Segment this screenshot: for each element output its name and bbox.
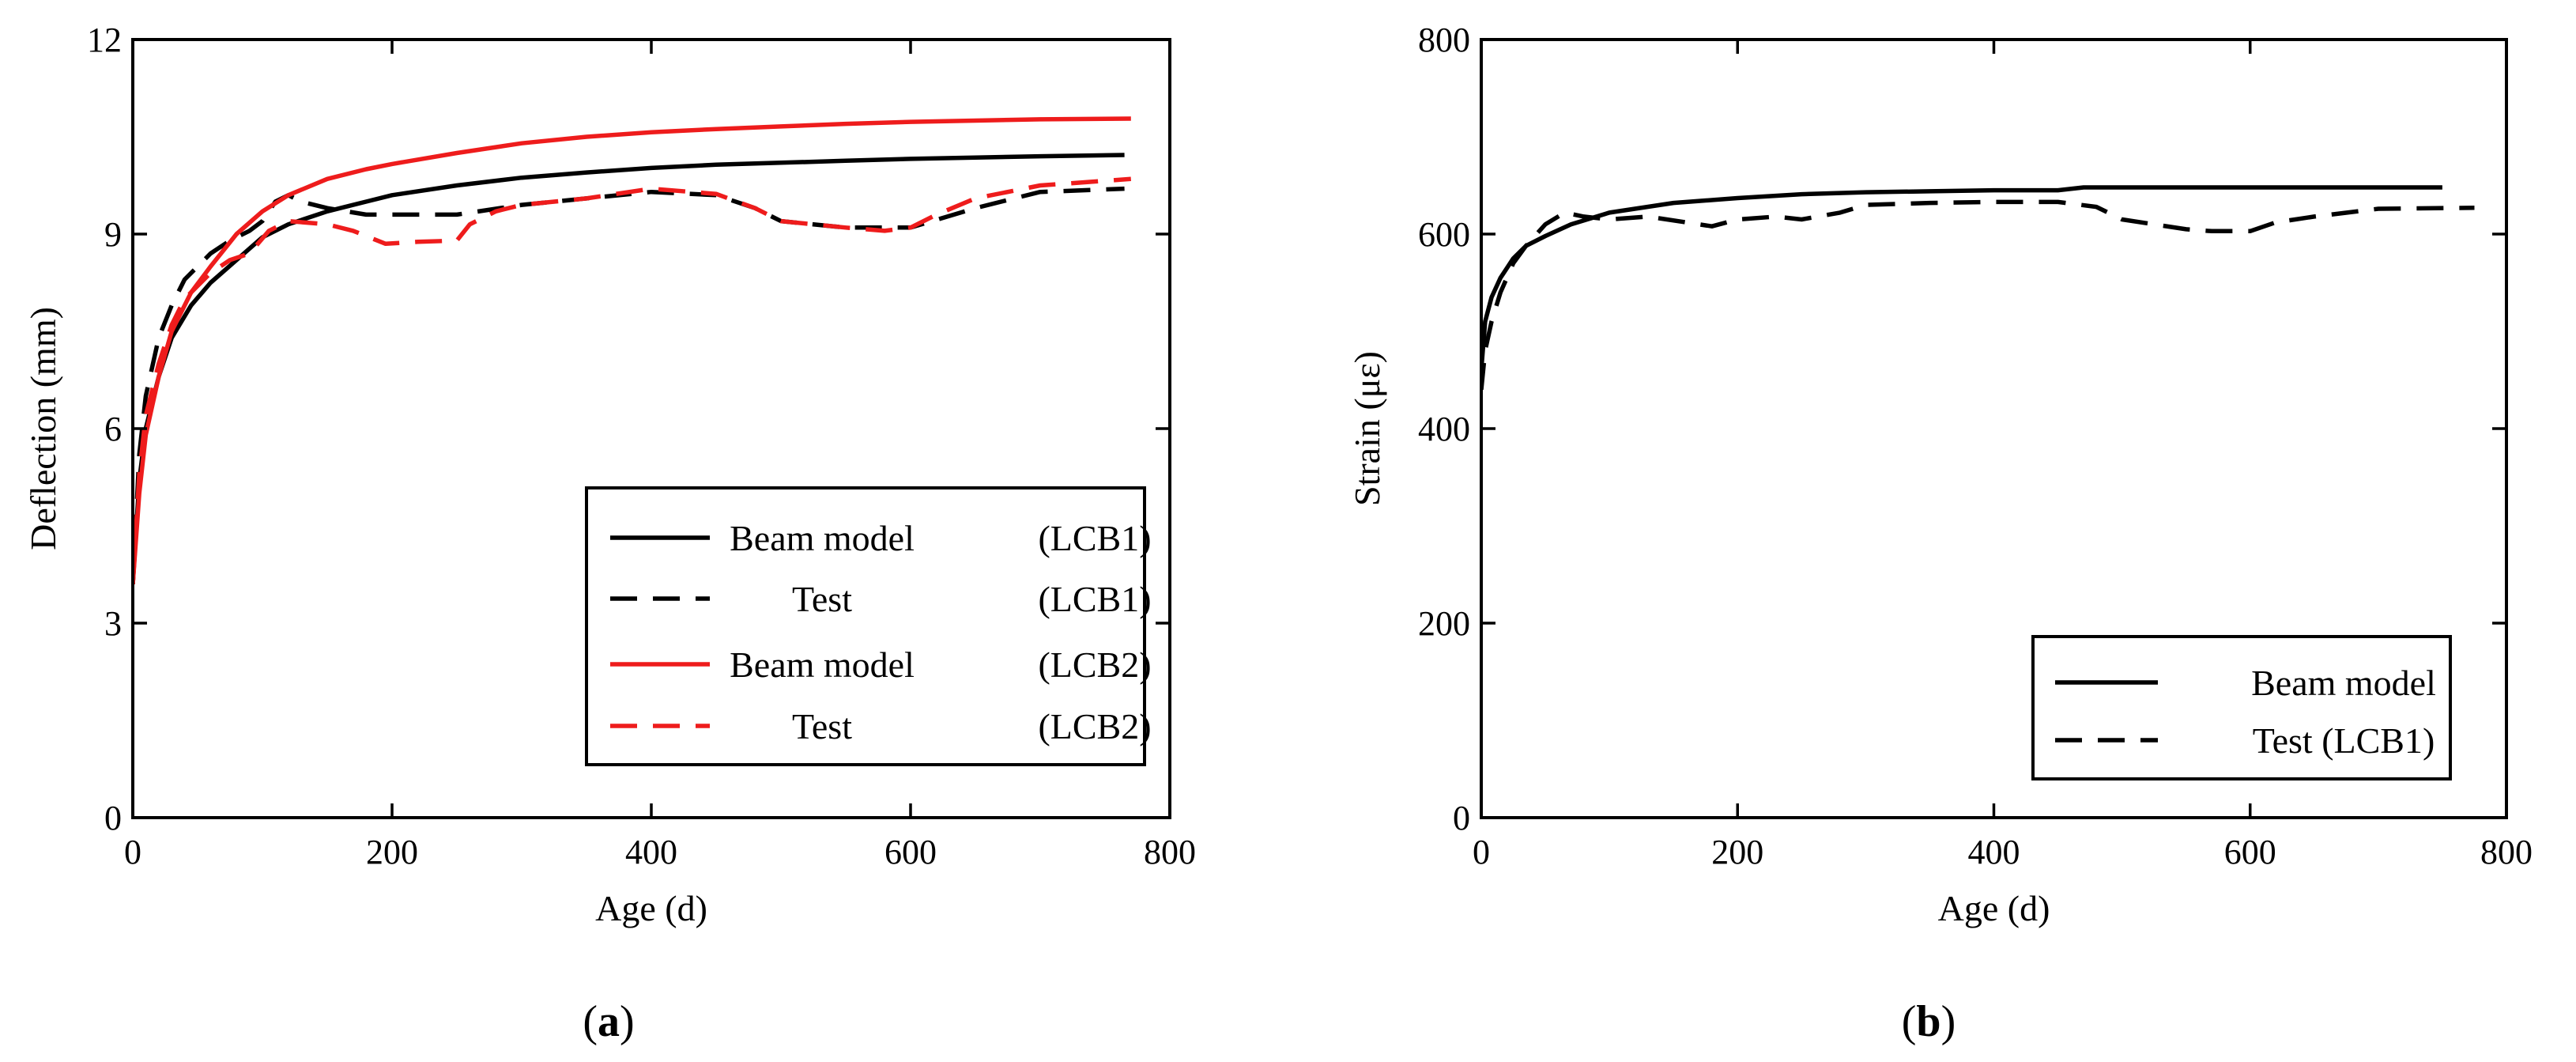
legend-label: Beam model	[730, 518, 915, 558]
y-tick-label: 400	[1418, 410, 1470, 448]
legend-label: Beam model	[2251, 663, 2436, 703]
legend-label: Test	[792, 706, 852, 746]
y-tick-label: 9	[104, 215, 122, 254]
x-tick-label: 0	[1473, 833, 1490, 871]
x-tick-label: 800	[1144, 833, 1196, 871]
y-tick-label: 3	[104, 604, 122, 643]
x-tick-label: 800	[2480, 833, 2533, 871]
caption-letter: b	[1916, 997, 1940, 1046]
y-axis-label: Strain (με)	[1347, 351, 1387, 506]
legend-label-suffix: (LCB2)	[1038, 706, 1151, 746]
x-tick-label: 600	[884, 833, 937, 871]
chart-panel-b: 0 200 400 600 800 0 200 400 600 800 Age (d) Strain …	[1347, 21, 2533, 1046]
x-tick-label: 0	[124, 833, 141, 871]
y-tick-label: 800	[1418, 21, 1470, 59]
y-tick-label: 200	[1418, 604, 1470, 643]
legend-box	[2031, 635, 2452, 780]
y-tick-label: 6	[104, 410, 122, 448]
legend-label: Beam model	[730, 644, 915, 685]
y-axis-label: Deflection (mm)	[23, 307, 63, 550]
series-line-a-3	[133, 116, 1131, 584]
series-line-b-2	[1481, 199, 2475, 391]
series-line-a-4	[133, 176, 1131, 584]
legend-label-suffix: (LCB2)	[1038, 644, 1151, 685]
x-tick-label: 200	[366, 833, 418, 871]
y-tick-label: 600	[1418, 215, 1470, 254]
series-group	[1481, 185, 2475, 391]
legend: Beam model Test (LCB1)	[2031, 635, 2452, 780]
panel-caption: (b)	[1902, 997, 1956, 1046]
legend-label-suffix: (LCB1)	[1038, 518, 1151, 558]
caption-letter: a	[598, 997, 620, 1046]
legend-label: Test (LCB1)	[2253, 720, 2435, 761]
chart-panel-a: 0 200 400 600 800 0 3 6 9 12 Age (d) Deflection (mm…	[23, 21, 1196, 1046]
y-tick-label: 0	[1453, 799, 1470, 837]
x-axis-label: Age (d)	[1938, 888, 2050, 928]
series-line-a-2	[133, 186, 1125, 584]
legend-label: Test	[792, 579, 852, 619]
legend-label-suffix: (LCB1)	[1038, 579, 1151, 619]
series-group	[133, 116, 1131, 584]
x-tick-label: 400	[1968, 833, 2020, 871]
x-axis-label: Age (d)	[595, 888, 707, 928]
series-line-b-1	[1481, 185, 2442, 371]
x-tick-label: 600	[2224, 833, 2276, 871]
panel-caption: (a)	[583, 997, 634, 1046]
x-tick-label: 200	[1711, 833, 1763, 871]
legend-box	[585, 486, 1146, 766]
x-tick-label: 400	[625, 833, 677, 871]
y-tick-label: 0	[104, 799, 122, 837]
legend: Beam model (LCB1) Test (LCB1) Beam model (LCB…	[585, 486, 1152, 766]
y-tick-label: 12	[87, 21, 122, 59]
